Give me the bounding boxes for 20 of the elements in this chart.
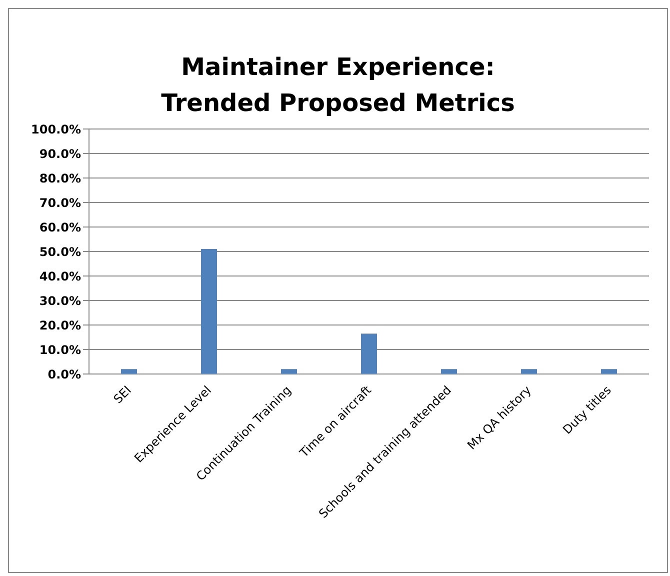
x-tick-label: SEI	[110, 383, 134, 406]
y-tick-label: 100.0%	[31, 122, 81, 136]
y-tick-label: 60.0%	[39, 220, 81, 234]
y-tick-label: 0.0%	[48, 367, 81, 382]
bar	[521, 369, 537, 374]
y-tick-label: 50.0%	[39, 244, 81, 259]
y-tick-label: 20.0%	[39, 318, 81, 332]
bar	[201, 249, 217, 374]
bar	[121, 369, 137, 374]
chart-title: Maintainer Experience: Trended Proposed Metrics	[160, 52, 516, 119]
bar	[361, 334, 377, 374]
bar	[281, 369, 297, 374]
bar	[601, 369, 617, 374]
y-tick-label: 70.0%	[39, 196, 81, 210]
y-tick-label: 30.0%	[39, 294, 81, 308]
y-tick-label: 40.0%	[39, 269, 81, 284]
y-tick-label: 90.0%	[39, 146, 81, 161]
bar	[441, 369, 457, 374]
y-tick-label: 10.0%	[39, 342, 81, 357]
y-tick-label: 80.0%	[39, 171, 81, 186]
